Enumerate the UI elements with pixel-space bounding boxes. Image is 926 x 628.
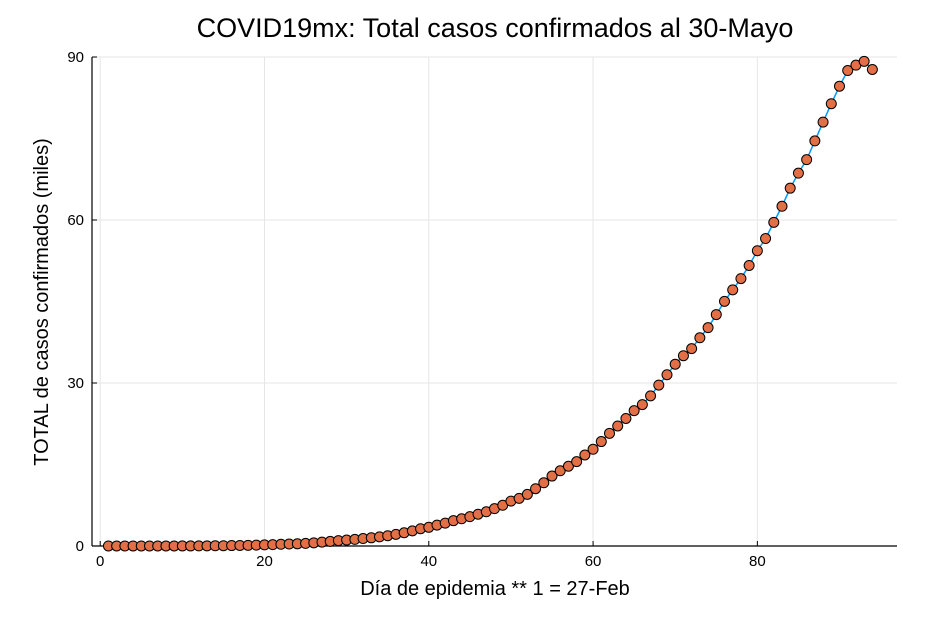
- y-tick-label: 30: [67, 375, 84, 392]
- data-point: [628, 405, 640, 417]
- data-point: [571, 456, 583, 468]
- y-axis-label: TOTAL de casos confirmados (miles): [31, 138, 53, 466]
- data-point: [530, 483, 542, 495]
- data-point: [751, 245, 763, 257]
- data-point: [677, 350, 689, 362]
- chart-title: COVID19mx: Total casos confirmados al 30…: [197, 13, 794, 43]
- series-confirmed-cases: [102, 55, 878, 552]
- data-point: [866, 64, 878, 75]
- y-tick-label: 90: [67, 49, 84, 66]
- data-point: [719, 295, 730, 307]
- data-point: [636, 399, 648, 411]
- data-point: [562, 460, 574, 472]
- data-point: [645, 390, 657, 402]
- data-point: [546, 470, 558, 482]
- data-point: [809, 135, 821, 147]
- x-tick-label: 40: [420, 553, 437, 570]
- x-tick-label: 60: [585, 553, 602, 570]
- data-point: [686, 343, 698, 355]
- grid: [92, 56, 897, 547]
- data-point: [694, 332, 706, 344]
- data-point: [620, 412, 632, 424]
- data-point: [784, 182, 796, 194]
- data-point: [612, 420, 624, 432]
- data-point: [538, 477, 550, 489]
- x-tick-label: 0: [96, 553, 104, 570]
- plot-frame: [91, 57, 897, 547]
- data-point: [801, 154, 813, 166]
- x-tick-label: 80: [749, 553, 766, 570]
- axis-ticks: 0 20 40 60 80 0 30 60 90: [67, 49, 765, 570]
- data-point: [727, 284, 739, 296]
- data-point: [710, 309, 722, 321]
- y-tick-label: 60: [67, 212, 84, 229]
- data-point: [858, 55, 870, 67]
- data-point: [776, 200, 788, 212]
- x-tick-label: 20: [256, 553, 273, 570]
- data-point: [760, 233, 772, 245]
- y-tick-label: 0: [76, 538, 84, 555]
- data-point: [669, 358, 681, 370]
- x-axis-label: Día de epidemia ** 1 = 27-Feb: [360, 578, 630, 600]
- data-point: [579, 449, 591, 461]
- data-point: [604, 427, 615, 439]
- data-point: [817, 116, 829, 128]
- data-point: [792, 167, 804, 179]
- data-point: [842, 65, 854, 77]
- data-point: [587, 443, 599, 455]
- data-point: [653, 379, 665, 391]
- data-point: [521, 488, 533, 500]
- data-point: [661, 369, 673, 381]
- data-point: [702, 322, 714, 334]
- data-point: [735, 273, 747, 285]
- data-point: [595, 436, 607, 448]
- data-point: [834, 80, 845, 92]
- data-point: [825, 98, 837, 110]
- data-point: [768, 216, 780, 228]
- data-point: [554, 465, 566, 477]
- data-point: [743, 259, 755, 271]
